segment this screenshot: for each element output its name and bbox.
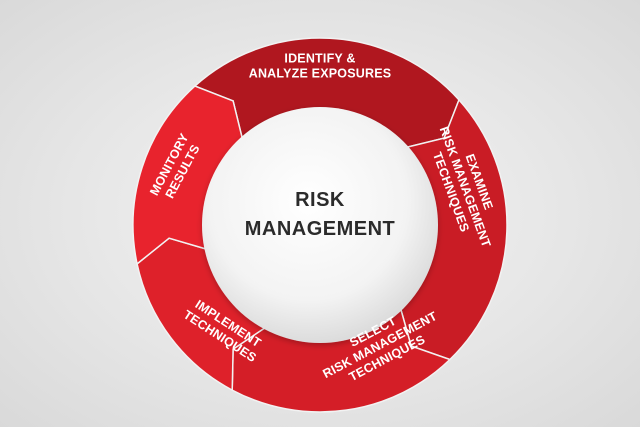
center-circle	[202, 107, 438, 343]
step-identify-analyze-label: IDENTIFY &ANALYZE EXPOSURES	[249, 52, 392, 81]
step-identify-analyze-label-line: ANALYZE EXPOSURES	[249, 67, 392, 81]
center-title-line-1: RISK	[295, 189, 345, 211]
step-identify-analyze-label-line: IDENTIFY &	[284, 52, 355, 66]
center-title-line-2: MANAGEMENT	[245, 218, 396, 240]
